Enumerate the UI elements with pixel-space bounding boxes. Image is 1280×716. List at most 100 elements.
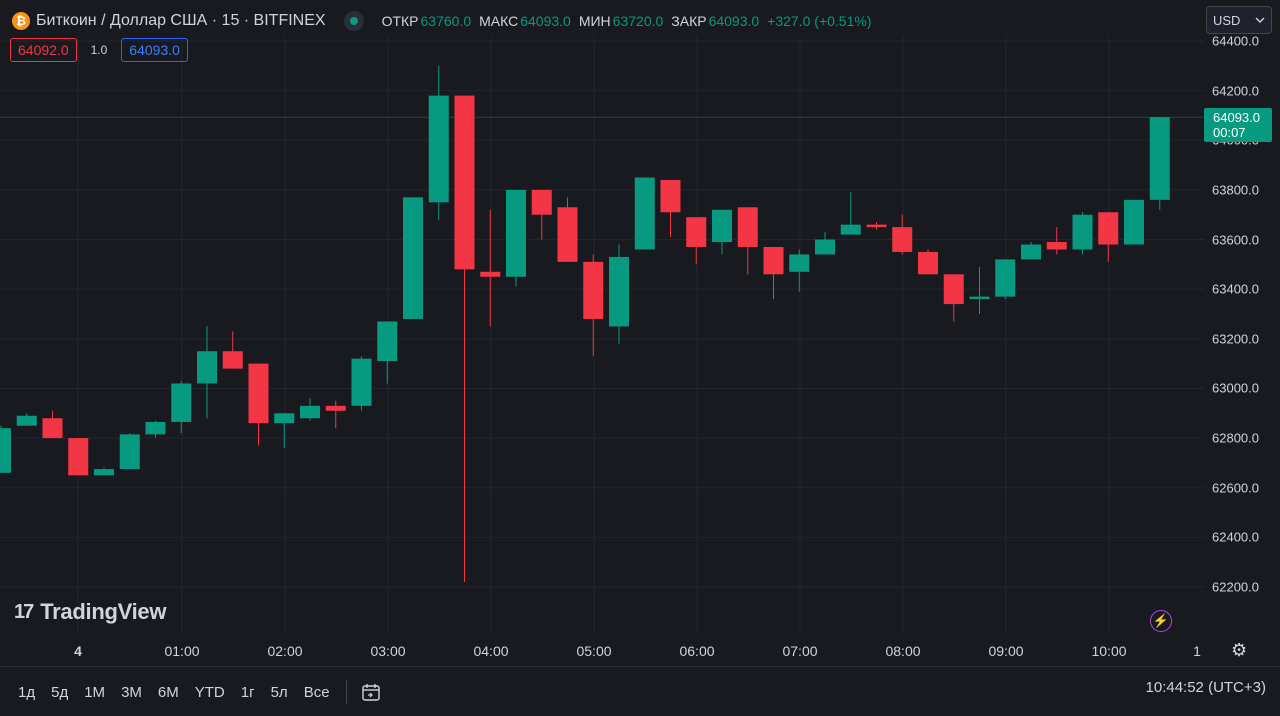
y-tick-label: 63400.0 [1212, 281, 1259, 297]
x-tick-label: 1 [1193, 643, 1201, 659]
bottom-divider [0, 666, 1280, 667]
lightning-icon[interactable]: ⚡ [1150, 610, 1172, 632]
candle-down [480, 271, 501, 277]
chevron-down-icon [1255, 17, 1265, 23]
candle-down [68, 438, 89, 476]
last-price-tag: 64093.0 00:07 [1204, 108, 1272, 142]
bar-countdown: 00:07 [1213, 125, 1246, 140]
y-tick-label: 62600.0 [1212, 480, 1259, 496]
x-tick-label: 09:00 [988, 643, 1024, 659]
candle-down [686, 217, 707, 247]
last-price-value: 64093.0 [1213, 110, 1260, 125]
toolbar-separator [345, 680, 347, 704]
y-tick-label: 63200.0 [1212, 331, 1259, 347]
x-tick-label: 10:00 [1091, 643, 1127, 659]
timeframe-1d[interactable]: 1д [18, 683, 36, 701]
candle-up [712, 209, 732, 243]
candle-up [815, 239, 835, 255]
currency-value: USD [1213, 12, 1241, 28]
timeframe-1y[interactable]: 1г [240, 683, 255, 701]
y-tick-label: 62800.0 [1212, 430, 1259, 446]
y-tick-label: 63800.0 [1212, 182, 1259, 198]
quote-row: 64092.0 1.0 64093.0 [10, 38, 188, 62]
x-tick-label: 07:00 [782, 643, 818, 659]
candle-down [763, 246, 784, 275]
spread-value: 1.0 [90, 43, 108, 57]
candle-down [583, 261, 604, 319]
candle-up [119, 434, 140, 470]
candle-up [995, 259, 1016, 297]
tradingview-mark-icon: 17 [14, 600, 34, 623]
candle-down [1098, 212, 1119, 245]
candle-down [892, 227, 913, 252]
ohlc-open-label: ОТКР [381, 13, 419, 29]
x-tick-label: 4 [74, 643, 82, 659]
candle-down [325, 405, 346, 411]
ohlc-high-value: 64093.0 [520, 13, 571, 29]
candle-down [660, 179, 681, 213]
gear-icon[interactable]: ⚙ [1231, 640, 1248, 660]
ohlc-open-value: 63760.0 [420, 13, 472, 29]
candle-down [1046, 242, 1067, 250]
timeframe-5y[interactable]: 5л [270, 683, 288, 701]
timeframe-ytd[interactable]: YTD [194, 683, 225, 701]
candle-up [351, 358, 372, 406]
ohlc-close-value: 64093.0 [708, 13, 760, 29]
candle-down [866, 224, 887, 228]
y-tick-label: 63000.0 [1212, 380, 1259, 396]
clock-timezone[interactable]: 10:44:52 (UTC+3) [1145, 679, 1266, 696]
y-tick-label: 64200.0 [1212, 83, 1259, 99]
y-tick-label: 62200.0 [1212, 579, 1259, 595]
candle-up [0, 428, 11, 473]
timeframe-5d[interactable]: 5д [51, 683, 69, 701]
candle-up [428, 95, 449, 203]
candle-up [377, 321, 398, 362]
tradingview-logo-text: TradingView [40, 599, 167, 624]
x-tick-label: 03:00 [370, 643, 406, 659]
candle-down [918, 251, 938, 275]
x-tick-label: 06:00 [679, 643, 715, 659]
tradingview-logo[interactable]: 17 TradingView [14, 599, 166, 625]
candle-down [42, 418, 63, 439]
candle-up [197, 351, 217, 384]
candle-up [1021, 244, 1041, 260]
x-tick-label: 02:00 [267, 643, 303, 659]
timeframe-6m[interactable]: 6М [157, 683, 179, 701]
candle-up [1124, 199, 1144, 245]
candle-down [454, 95, 475, 270]
candle-up [145, 421, 166, 435]
candle-up [1072, 214, 1093, 250]
candle-up [840, 224, 861, 235]
candle-up [94, 469, 114, 476]
sell-price-button[interactable]: 64092.0 [10, 38, 77, 62]
ohlc-legend: ОТКР 63760.0 МАКС 64093.0 МИН 63720.0 ЗАКР 6… [382, 13, 872, 29]
buy-price-button[interactable]: 64093.0 [121, 38, 188, 62]
y-tick-label: 63600.0 [1212, 232, 1259, 248]
timeframe-1m[interactable]: 1М [84, 683, 106, 701]
ohlc-high-label: МАКС [479, 13, 519, 29]
ohlc-low-label: МИН [578, 13, 611, 29]
timeframe-3m[interactable]: 3М [121, 683, 142, 701]
bitcoin-icon: ₿ [12, 12, 30, 30]
candle-down [557, 207, 578, 262]
candle-down [943, 274, 964, 305]
symbol-title[interactable]: Биткоин / Доллар США · 15 · BITFINEX [36, 12, 326, 29]
candle-up [789, 254, 810, 272]
candle-up [609, 256, 629, 327]
candle-up [506, 189, 526, 277]
candle-up [969, 296, 990, 300]
candle-down [248, 363, 269, 424]
candle-up [171, 383, 192, 422]
x-tick-label: 04:00 [473, 643, 509, 659]
currency-select[interactable]: USD [1206, 6, 1272, 34]
x-tick-label: 05:00 [576, 643, 612, 659]
x-tick-label: 08:00 [885, 643, 921, 659]
candle-up [403, 197, 423, 319]
y-tick-label: 64400.0 [1212, 33, 1259, 49]
timeframe-all[interactable]: Все [303, 683, 330, 701]
market-open-indicator-icon [343, 11, 364, 31]
calendar-goto-date-icon[interactable] [361, 682, 381, 702]
candle-up [16, 415, 37, 426]
candle-up [634, 177, 655, 250]
